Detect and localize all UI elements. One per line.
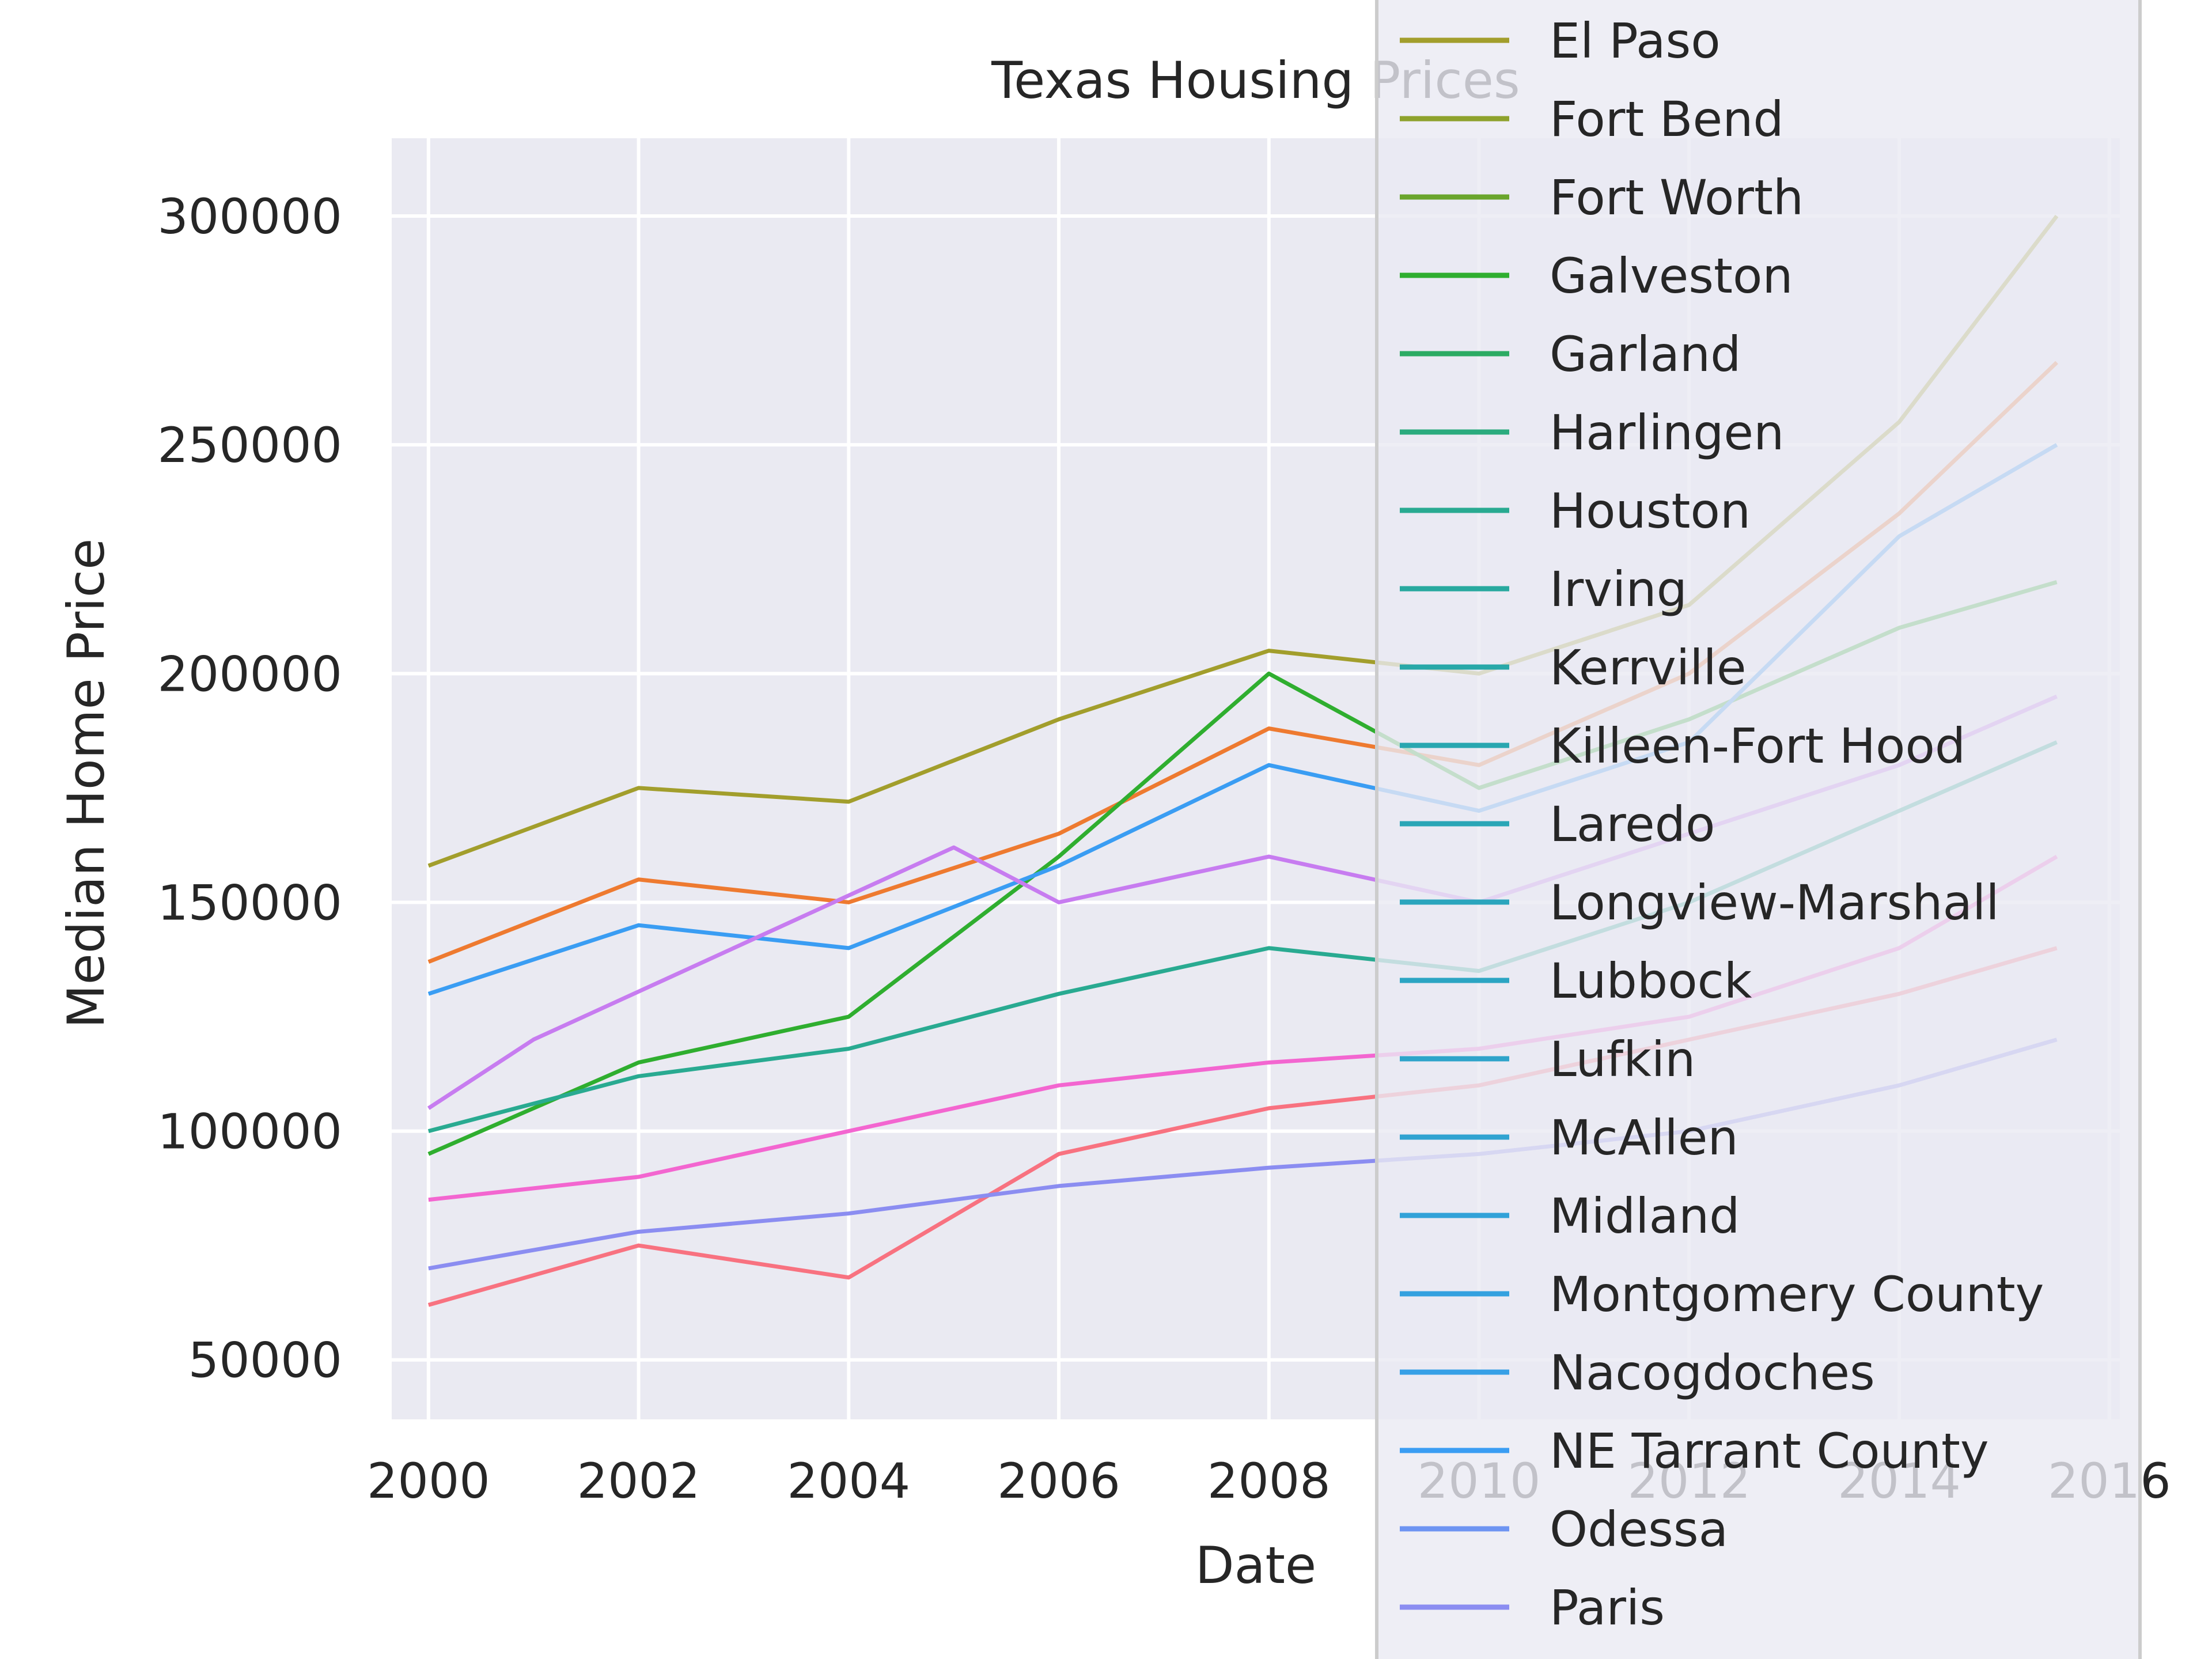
legend-items: El Paso Fort Bend Fort Worth Galveston Garla… <box>1400 13 2044 1636</box>
legend-label: Longview-Marshall <box>1550 874 1999 931</box>
legend: El Paso Fort Bend Fort Worth Galveston Garla… <box>1375 0 2142 1659</box>
y-axis-label: Median Home Price <box>56 539 116 1029</box>
legend-label: McAllen <box>1550 1109 1738 1166</box>
legend-label: Fort Worth <box>1550 169 1804 226</box>
legend-label: Paris <box>1550 1580 1665 1636</box>
legend-label: Kerrville <box>1550 639 1747 696</box>
x-tick-label: 2000 <box>367 1453 490 1509</box>
legend-label: Midland <box>1550 1188 1740 1244</box>
y-tick-label: 200000 <box>157 646 342 702</box>
legend-label: Irving <box>1550 561 1687 618</box>
y-tick-label: 250000 <box>157 417 342 474</box>
legend-label: NE Tarrant County <box>1550 1423 1989 1479</box>
x-tick-label: 2008 <box>1207 1453 1331 1509</box>
y-tick-label: 150000 <box>157 874 342 931</box>
legend-label: Harlingen <box>1550 404 1784 461</box>
x-tick-label: 2004 <box>787 1453 910 1509</box>
legend-label: Killeen-Fort Hood <box>1550 718 1965 774</box>
y-tick-label: 300000 <box>157 188 342 245</box>
legend-label: El Paso <box>1550 13 1721 69</box>
y-tick-label: 50000 <box>188 1332 342 1389</box>
legend-label: Nacogdoches <box>1550 1344 1875 1401</box>
legend-label: Lubbock <box>1550 953 1752 1009</box>
x-tick-label: 2002 <box>577 1453 700 1509</box>
legend-label: Garland <box>1550 326 1741 382</box>
legend-label: Odessa <box>1550 1501 1728 1558</box>
x-axis-label: Date <box>1195 1536 1316 1595</box>
legend-box <box>1375 0 2142 1659</box>
legend-label: Lufkin <box>1550 1031 1695 1088</box>
legend-label: Fort Bend <box>1550 91 1784 147</box>
y-tick-label: 100000 <box>157 1104 342 1160</box>
x-tick-label: 2006 <box>997 1453 1120 1509</box>
legend-label: Galveston <box>1550 248 1793 304</box>
legend-label: Houston <box>1550 483 1751 539</box>
legend-label: Laredo <box>1550 796 1715 853</box>
legend-label: Montgomery County <box>1550 1266 2044 1323</box>
